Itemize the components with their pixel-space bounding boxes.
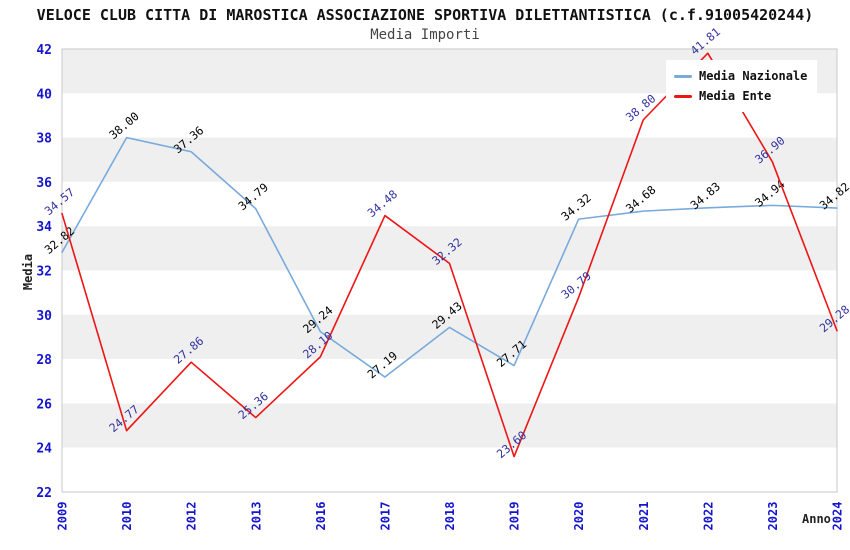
x-tick-label: 2020 (572, 502, 586, 531)
legend-item-media-nazionale[interactable]: Media Nazionale (674, 66, 807, 86)
plot-band (62, 137, 837, 182)
y-tick-label: 38 (36, 132, 52, 147)
plot-band (62, 403, 837, 448)
x-tick-label: 2012 (185, 502, 199, 531)
y-tick-label: 30 (36, 309, 52, 324)
x-tick-label: 2017 (378, 502, 392, 531)
series-line-media-nazionale (61, 136, 838, 378)
y-tick-label: 34 (36, 220, 52, 235)
series-line-media-ente (61, 52, 838, 458)
y-tick-label: 40 (36, 87, 52, 102)
x-tick-label: 2016 (314, 502, 328, 531)
y-tick-label: 42 (36, 43, 52, 58)
legend: Media Nazionale Media Ente (666, 60, 818, 112)
x-axis-title: Anno (802, 512, 831, 526)
legend-label-media-nazionale: Media Nazionale (699, 69, 808, 83)
legend-swatch-ente-icon (674, 94, 692, 98)
y-axis-title: Media (21, 253, 35, 291)
x-tick-label: 2021 (637, 502, 651, 531)
y-tick-label: 22 (36, 486, 52, 501)
plot-band (62, 314, 837, 360)
y-tick-label: 28 (36, 353, 52, 368)
y-tick-label: 24 (36, 442, 52, 457)
plot-band (62, 447, 837, 492)
x-tick-label: 2024 (831, 502, 845, 531)
legend-label-media-ente: Media Ente (699, 89, 772, 103)
x-tick-label: 2010 (120, 502, 134, 531)
x-tick-label: 2018 (443, 502, 457, 531)
legend-swatch-nazionale-icon (674, 74, 692, 78)
x-tick-label: 2022 (701, 502, 715, 531)
plot-band (62, 270, 837, 315)
plot-border (61, 48, 838, 493)
y-tick-label: 36 (36, 176, 52, 191)
plot-band (62, 181, 837, 227)
chart-subtitle: Media Importi (370, 27, 480, 43)
x-tick-label: 2009 (56, 502, 70, 531)
plot-band (62, 359, 837, 404)
x-tick-label: 2019 (508, 502, 522, 531)
x-tick-label: 2023 (766, 502, 780, 531)
y-tick-label: 26 (36, 397, 52, 412)
legend-item-media-ente[interactable]: Media Ente (674, 86, 807, 106)
y-tick-label: 32 (36, 265, 52, 280)
chart-title: VELOCE CLUB CITTA DI MAROSTICA ASSOCIAZI… (36, 6, 814, 24)
x-tick-label: 2013 (249, 502, 263, 531)
